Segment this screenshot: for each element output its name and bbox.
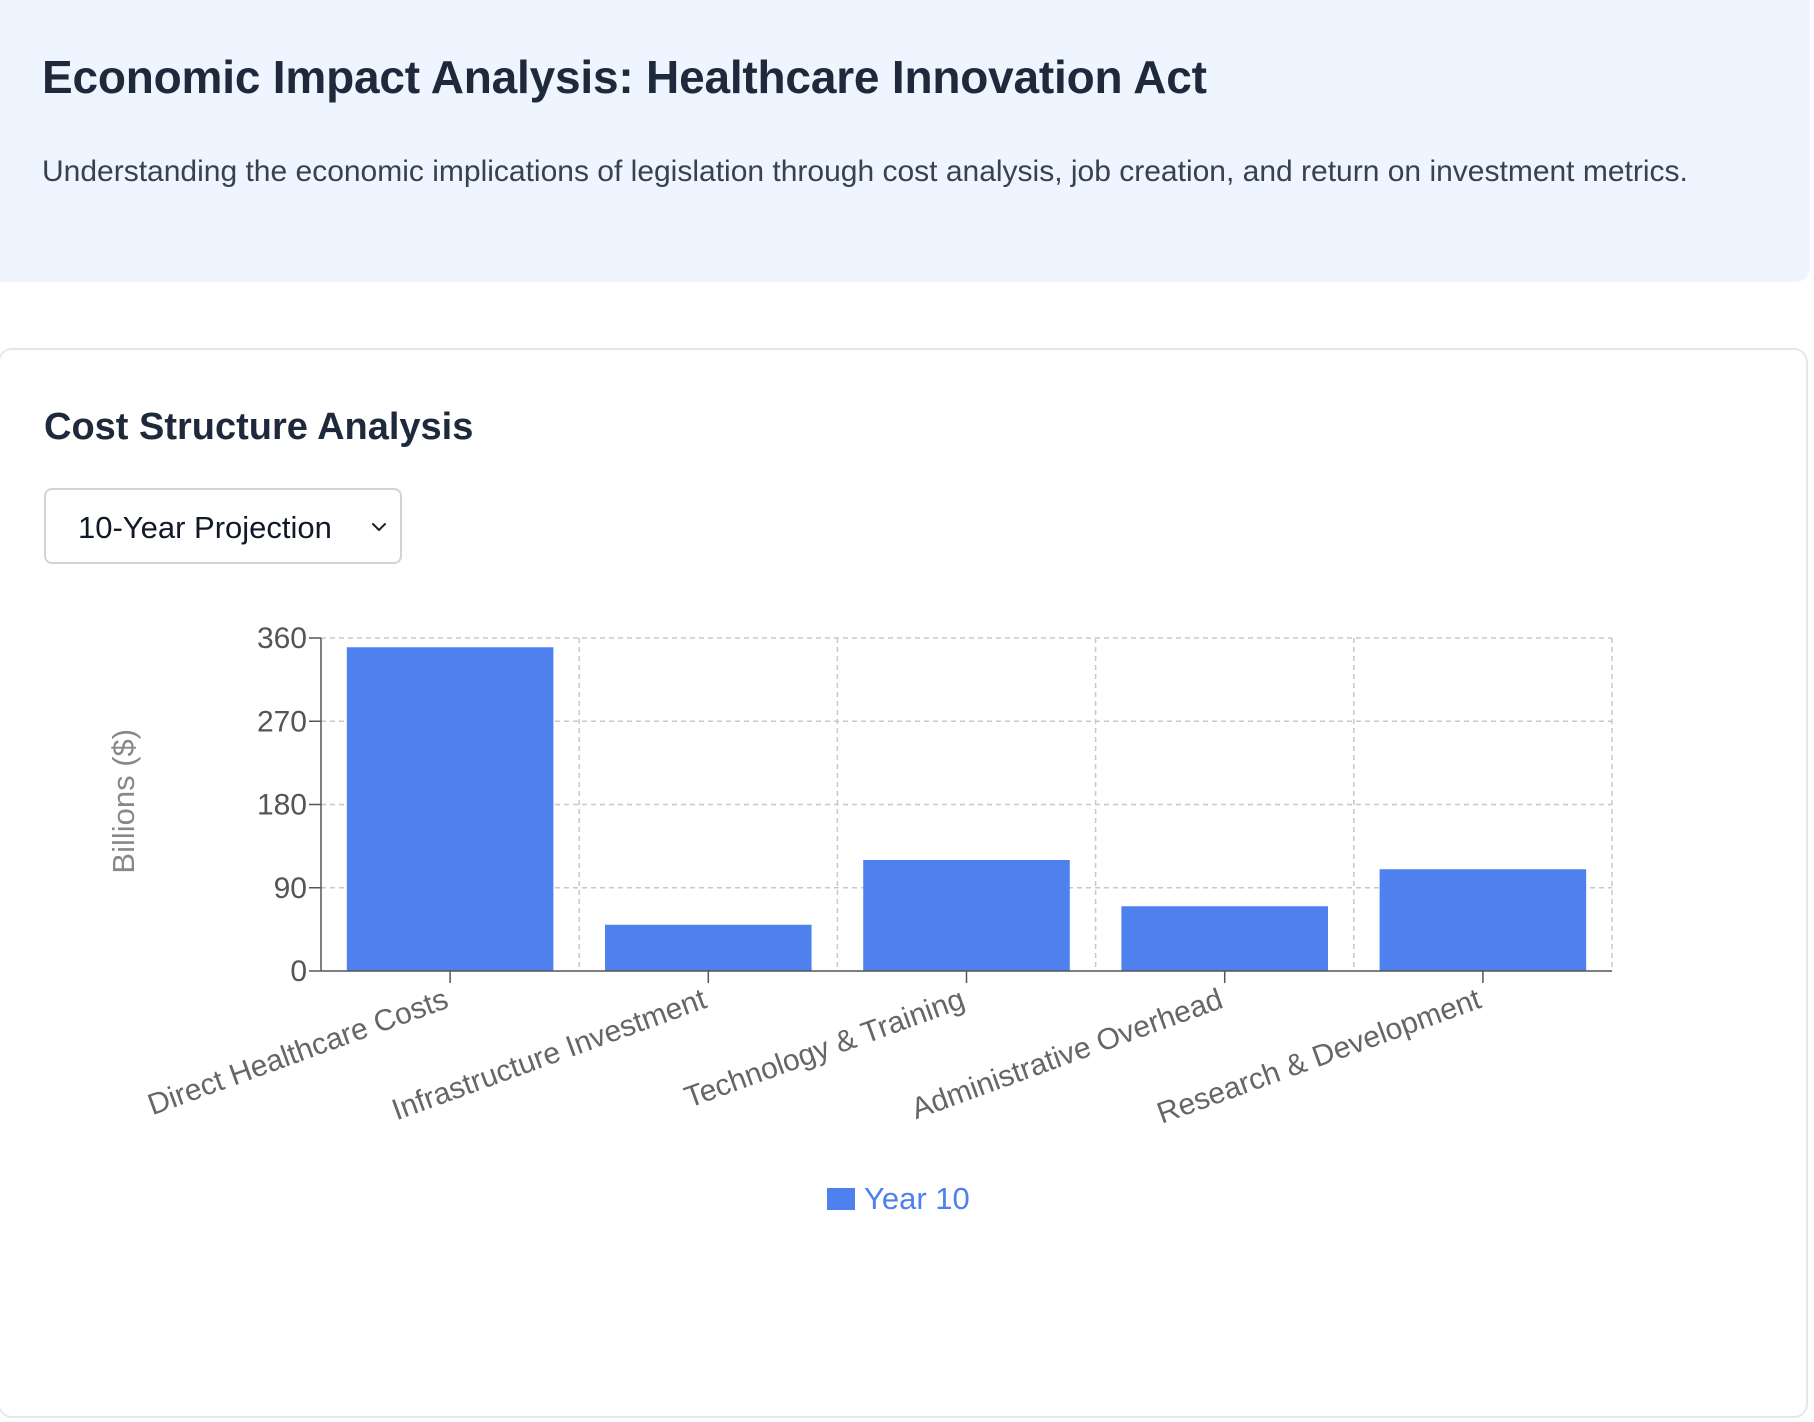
bar [605, 924, 812, 971]
card-title: Cost Structure Analysis [44, 406, 474, 448]
bar [346, 647, 554, 971]
bar [1379, 869, 1587, 971]
page-title: Economic Impact Analysis: Healthcare Inn… [42, 51, 1207, 103]
projection-select[interactable]: 10-Year Projection [44, 488, 402, 564]
y-tick-label: 270 [257, 705, 307, 738]
y-tick-label: 90 [274, 872, 307, 905]
legend-label: Year 10 [864, 1181, 970, 1216]
y-tick-label: 360 [257, 622, 307, 655]
projection-select-value: 10-Year Projection [78, 510, 332, 545]
page-subtitle: Understanding the economic implications … [42, 155, 1688, 188]
y-tick-label: 0 [290, 955, 307, 988]
page-header: Economic Impact Analysis: Healthcare Inn… [0, 0, 1810, 282]
chevron-down-icon [372, 523, 386, 531]
legend-swatch [827, 1188, 855, 1210]
y-axis-label: Billions ($) [106, 729, 141, 874]
y-tick-label: 180 [257, 789, 307, 822]
bar [863, 860, 1070, 971]
bar [1121, 906, 1328, 971]
